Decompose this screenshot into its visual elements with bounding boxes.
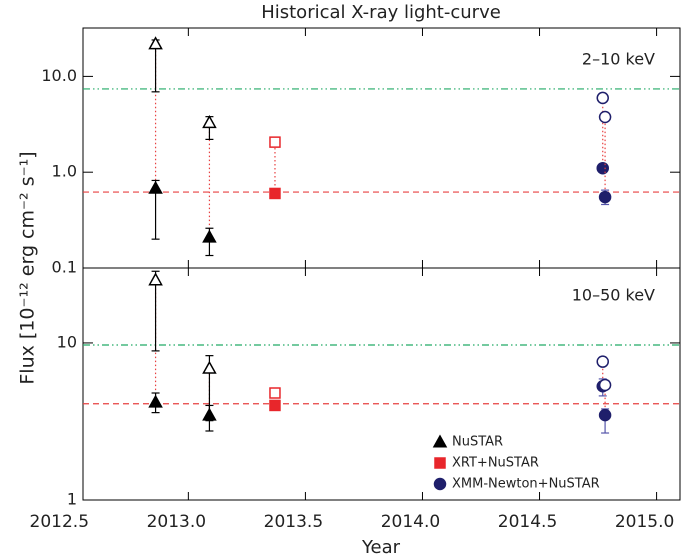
- triangle-marker: [202, 229, 217, 243]
- x-tick-label: 2013.0: [147, 512, 206, 532]
- legend-marker: [432, 434, 448, 448]
- legend-label: XMM-Newton+NuSTAR: [452, 477, 600, 492]
- y-tick-label: 0.1: [52, 258, 77, 277]
- triangle-marker: [148, 36, 163, 50]
- circle-marker: [596, 161, 609, 175]
- legend-marker: [433, 477, 447, 491]
- circle-marker: [598, 190, 612, 204]
- panel-label: 10–50 keV: [572, 286, 655, 305]
- legend-label: NuSTAR: [452, 435, 503, 450]
- triangle-marker: [148, 272, 163, 286]
- triangle-marker: [148, 180, 163, 194]
- plot-frame: [82, 267, 681, 501]
- legend-marker: [434, 457, 446, 469]
- circle-marker: [598, 408, 612, 422]
- y-tick-label: 10: [57, 332, 77, 351]
- triangle-marker: [202, 407, 217, 421]
- x-tick-label: 2014.5: [498, 512, 557, 532]
- triangle-marker: [202, 114, 217, 129]
- circle-marker: [598, 110, 612, 124]
- y-axis-label: Flux [10⁻¹² erg cm⁻² s⁻¹]: [17, 151, 39, 384]
- x-axis-label: Year: [361, 537, 401, 558]
- x-tick-label: 2012.5: [30, 512, 89, 532]
- panel-label: 2–10 keV: [582, 50, 655, 69]
- x-tick-label: 2014.0: [381, 512, 440, 532]
- x-tick-label: 2015.0: [615, 512, 674, 532]
- square-marker: [269, 187, 281, 200]
- square-marker: [269, 136, 281, 148]
- y-tick-label: 10.0: [41, 66, 77, 85]
- square-marker: [269, 399, 281, 412]
- circle-marker: [596, 91, 609, 105]
- circle-marker: [596, 355, 609, 368]
- square-marker: [269, 387, 281, 399]
- y-tick-label: 1.0: [52, 162, 77, 181]
- x-tick-label: 2013.5: [264, 512, 323, 532]
- y-tick-label: 1: [67, 490, 77, 509]
- chart-title: Historical X-ray light-curve: [261, 2, 501, 23]
- legend-label: XRT+NuSTAR: [452, 456, 539, 471]
- circle-marker: [598, 378, 612, 392]
- triangle-marker: [202, 360, 217, 374]
- triangle-marker: [148, 394, 163, 408]
